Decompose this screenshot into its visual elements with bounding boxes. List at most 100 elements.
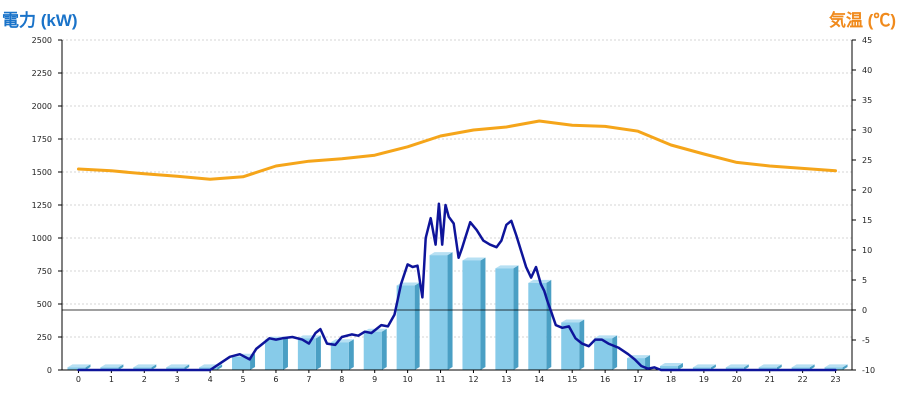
bar: [594, 338, 613, 370]
bar: [199, 367, 218, 370]
right-tick-label: 40: [862, 66, 872, 75]
bar-top: [692, 364, 716, 368]
bar-top: [166, 364, 190, 368]
x-tick-label: 22: [798, 375, 808, 384]
right-tick-label: 25: [862, 156, 872, 165]
bar-top: [429, 252, 453, 256]
bar: [363, 331, 382, 370]
x-tick-label: 6: [273, 375, 278, 384]
bar-top: [824, 364, 848, 368]
right-tick-label: -5: [862, 336, 870, 345]
bar-side: [315, 335, 321, 370]
x-tick-label: 8: [339, 375, 344, 384]
right-axis-title: 気温 (℃): [828, 11, 896, 30]
bar-side: [217, 364, 223, 370]
bar-side: [809, 364, 815, 370]
x-tick-label: 9: [372, 375, 377, 384]
right-tick-label: -10: [862, 366, 875, 375]
bar-side: [381, 328, 387, 370]
bar-series: [67, 252, 848, 370]
bar-side: [184, 364, 190, 370]
left-tick-label: 1750: [32, 135, 52, 144]
bar-top: [297, 335, 321, 339]
bar-top: [791, 364, 815, 368]
right-tick-label: 35: [862, 96, 872, 105]
x-tick-label: 3: [175, 375, 180, 384]
bar-side: [118, 364, 124, 370]
x-tick-label: 1: [109, 375, 114, 384]
bar: [264, 339, 283, 370]
bar-top: [594, 335, 618, 339]
left-tick-label: 750: [37, 267, 52, 276]
bar-side: [513, 265, 519, 370]
x-tick-label: 4: [208, 375, 213, 384]
x-tick-label: 13: [501, 375, 511, 384]
bar-top: [462, 257, 486, 261]
bar: [232, 356, 251, 370]
left-tick-label: 2000: [32, 102, 52, 111]
tick-labels: 02505007501000125015001750200022502500-1…: [32, 36, 875, 384]
right-tick-label: 15: [862, 216, 872, 225]
bar-side: [710, 364, 716, 370]
bar: [627, 358, 646, 370]
x-tick-label: 11: [435, 375, 445, 384]
bar: [462, 260, 481, 370]
bar-side: [677, 363, 683, 370]
right-tick-label: 30: [862, 126, 872, 135]
bar-side: [447, 252, 453, 370]
x-tick-label: 23: [830, 375, 840, 384]
left-tick-label: 2250: [32, 69, 52, 78]
bar-top: [67, 364, 91, 368]
bar: [758, 367, 777, 370]
axes: [58, 39, 856, 373]
left-tick-label: 1000: [32, 234, 52, 243]
x-tick-label: 14: [534, 375, 544, 384]
x-tick-label: 17: [633, 375, 643, 384]
left-tick-label: 500: [37, 300, 52, 309]
bar-side: [612, 335, 618, 370]
x-tick-label: 16: [600, 375, 610, 384]
bar-side: [480, 257, 486, 370]
bar: [330, 342, 349, 370]
bar-side: [282, 336, 288, 370]
bar-top: [659, 363, 683, 367]
bar-side: [842, 364, 848, 370]
bar: [297, 338, 316, 370]
bar-side: [645, 355, 651, 370]
power-line: [77, 202, 837, 372]
bar: [725, 367, 744, 370]
bar: [824, 367, 843, 370]
line-series: [77, 119, 837, 372]
x-tick-label: 2: [142, 375, 147, 384]
bar-side: [348, 339, 354, 370]
gridlines: [62, 39, 852, 338]
bar: [659, 366, 678, 370]
right-tick-label: 5: [862, 276, 867, 285]
bar: [429, 255, 448, 370]
bar: [100, 367, 119, 370]
bar-side: [85, 364, 91, 370]
bar-top: [561, 319, 585, 323]
x-tick-label: 15: [567, 375, 577, 384]
left-tick-label: 0: [47, 366, 52, 375]
x-tick-label: 10: [403, 375, 413, 384]
left-tick-label: 250: [37, 333, 52, 342]
bar: [396, 285, 415, 370]
bar: [495, 268, 514, 370]
right-tick-label: 0: [862, 306, 867, 315]
bar: [133, 367, 152, 370]
bar: [528, 282, 547, 370]
bar-top: [133, 364, 157, 368]
bar-side: [414, 282, 420, 370]
left-tick-label: 1500: [32, 168, 52, 177]
bar-side: [743, 364, 749, 370]
x-tick-label: 0: [76, 375, 81, 384]
x-tick-label: 5: [240, 375, 245, 384]
right-tick-label: 10: [862, 246, 872, 255]
bar-top: [758, 364, 782, 368]
left-tick-label: 2500: [32, 36, 52, 45]
bar-side: [546, 279, 552, 370]
right-tick-label: 45: [862, 36, 872, 45]
bar-top: [495, 265, 519, 269]
